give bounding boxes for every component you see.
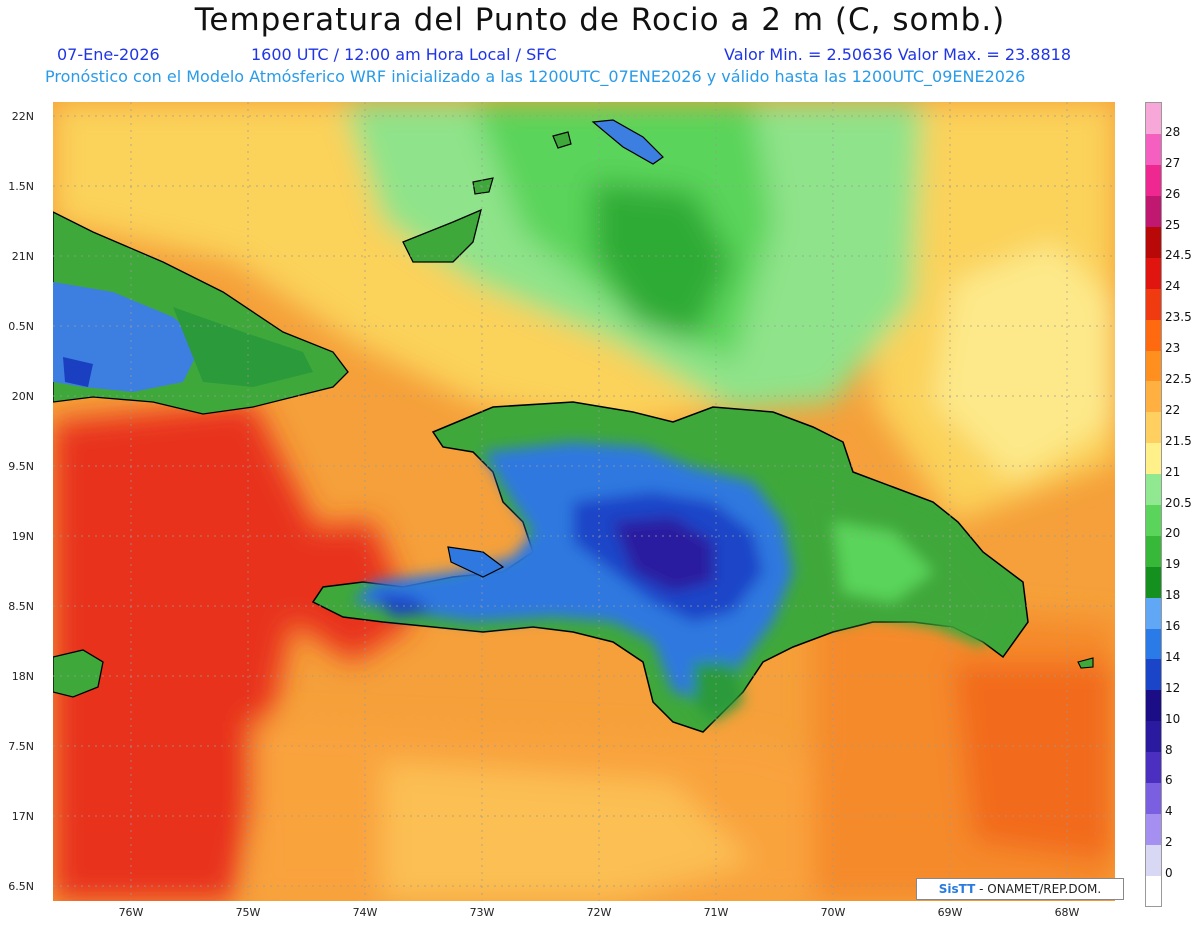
x-tick-label: 69W bbox=[937, 906, 963, 919]
x-tick-label: 75W bbox=[235, 906, 261, 919]
colorbar-segment bbox=[1146, 597, 1161, 629]
y-tick-label: 6.5N bbox=[8, 880, 34, 893]
colorbar-segment bbox=[1146, 720, 1161, 753]
turks-caicos bbox=[591, 119, 664, 165]
x-tick-label: 76W bbox=[118, 906, 144, 919]
colorbar-label: 2 bbox=[1165, 835, 1173, 850]
colorbar-label: 22.5 bbox=[1165, 371, 1192, 386]
colorbar-label: 24 bbox=[1165, 279, 1181, 294]
colorbar bbox=[1145, 102, 1162, 907]
colorbar-segment bbox=[1146, 411, 1161, 444]
colorbar-label: 25 bbox=[1165, 217, 1181, 232]
y-tick-label: 7.5N bbox=[8, 740, 34, 753]
credit-text: - ONAMET/REP.DOM. bbox=[979, 882, 1102, 896]
x-tick-label: 73W bbox=[469, 906, 495, 919]
colorbar-segment bbox=[1146, 813, 1161, 845]
colorbar-label: 26 bbox=[1165, 186, 1181, 201]
y-tick-label: 18N bbox=[11, 670, 34, 683]
map-svg bbox=[53, 102, 1115, 901]
colorbar-label: 18 bbox=[1165, 588, 1181, 603]
colorbar-segment bbox=[1146, 164, 1161, 197]
colorbar-segment bbox=[1146, 103, 1161, 135]
colorbar-segment bbox=[1146, 195, 1161, 228]
colorbar-segment bbox=[1146, 658, 1161, 691]
cuba-landmass bbox=[53, 211, 349, 415]
colorbar-segment bbox=[1146, 319, 1161, 351]
colorbar-segment bbox=[1146, 473, 1161, 505]
colorbar-label: 24.5 bbox=[1165, 248, 1192, 263]
x-tick-label: 72W bbox=[586, 906, 612, 919]
colorbar-segment bbox=[1146, 875, 1161, 907]
date-label: 07-Ene-2026 bbox=[57, 45, 160, 64]
colorbar-label: 21 bbox=[1165, 464, 1181, 479]
min-max-label: Valor Min. = 2.50636 Valor Max. = 23.881… bbox=[724, 45, 1072, 64]
colorbar-label: 20.5 bbox=[1165, 495, 1192, 510]
colorbar-label: 14 bbox=[1165, 649, 1181, 664]
y-tick-label: 9.5N bbox=[8, 460, 34, 473]
gonave-island bbox=[447, 546, 505, 578]
colorbar-segment bbox=[1146, 442, 1161, 475]
colorbar-segment bbox=[1146, 628, 1161, 660]
credit-box: SisTT - ONAMET/REP.DOM. bbox=[916, 878, 1124, 900]
colorbar-label: 16 bbox=[1165, 619, 1181, 634]
colorbar-segment bbox=[1146, 566, 1161, 598]
colorbar-segment bbox=[1146, 751, 1161, 783]
y-tick-label: 8.5N bbox=[8, 600, 34, 613]
colorbar-segment bbox=[1146, 226, 1161, 258]
y-tick-label: 1.5N bbox=[8, 180, 34, 193]
x-tick-label: 68W bbox=[1054, 906, 1080, 919]
sistt-logo: SisTT bbox=[938, 882, 976, 896]
colorbar-segment bbox=[1146, 380, 1161, 413]
colorbar-label: 10 bbox=[1165, 711, 1181, 726]
colorbar-segment bbox=[1146, 782, 1161, 814]
dewpoint-map bbox=[53, 102, 1115, 901]
colorbar-segment bbox=[1146, 844, 1161, 876]
colorbar-segment bbox=[1146, 689, 1161, 722]
colorbar-label: 22 bbox=[1165, 402, 1181, 417]
jamaica bbox=[53, 649, 104, 698]
inagua-island bbox=[402, 208, 482, 263]
x-tick-label: 70W bbox=[820, 906, 846, 919]
x-tick-label: 74W bbox=[352, 906, 378, 919]
colorbar-label: 23 bbox=[1165, 341, 1181, 356]
colorbar-label: 28 bbox=[1165, 124, 1181, 139]
time-label: 1600 UTC / 12:00 am Hora Local / SFC bbox=[251, 45, 557, 64]
y-tick-label: 0.5N bbox=[8, 320, 34, 333]
colorbar-segment bbox=[1146, 257, 1161, 289]
colorbar-label: 27 bbox=[1165, 155, 1181, 170]
colorbar-segment bbox=[1146, 504, 1161, 536]
colorbar-label: 23.5 bbox=[1165, 310, 1192, 325]
colorbar-label: 20 bbox=[1165, 526, 1181, 541]
colorbar-segment bbox=[1146, 288, 1161, 320]
chart-title: Temperatura del Punto de Rocio a 2 m (C,… bbox=[194, 2, 1006, 38]
lat-lon-grid bbox=[53, 102, 1115, 901]
colorbar-label: 12 bbox=[1165, 680, 1181, 695]
x-tick-label: 71W bbox=[703, 906, 729, 919]
colorbar-segment bbox=[1146, 350, 1161, 382]
colorbar-label: 19 bbox=[1165, 557, 1181, 572]
colorbar-label: 4 bbox=[1165, 804, 1173, 819]
y-tick-label: 17N bbox=[11, 810, 34, 823]
y-tick-label: 20N bbox=[11, 390, 34, 403]
colorbar-label: 8 bbox=[1165, 742, 1173, 757]
y-tick-label: 21N bbox=[11, 250, 34, 263]
colorbar-label: 21.5 bbox=[1165, 433, 1192, 448]
y-tick-label: 19N bbox=[11, 530, 34, 543]
y-tick-label: 22N bbox=[11, 110, 34, 123]
forecast-info: Pronóstico con el Modelo Atmósferico WRF… bbox=[45, 67, 1026, 86]
colorbar-segment bbox=[1146, 133, 1161, 166]
colorbar-label: 6 bbox=[1165, 773, 1173, 788]
colorbar-segment bbox=[1146, 535, 1161, 567]
colorbar-label: 0 bbox=[1165, 866, 1173, 881]
